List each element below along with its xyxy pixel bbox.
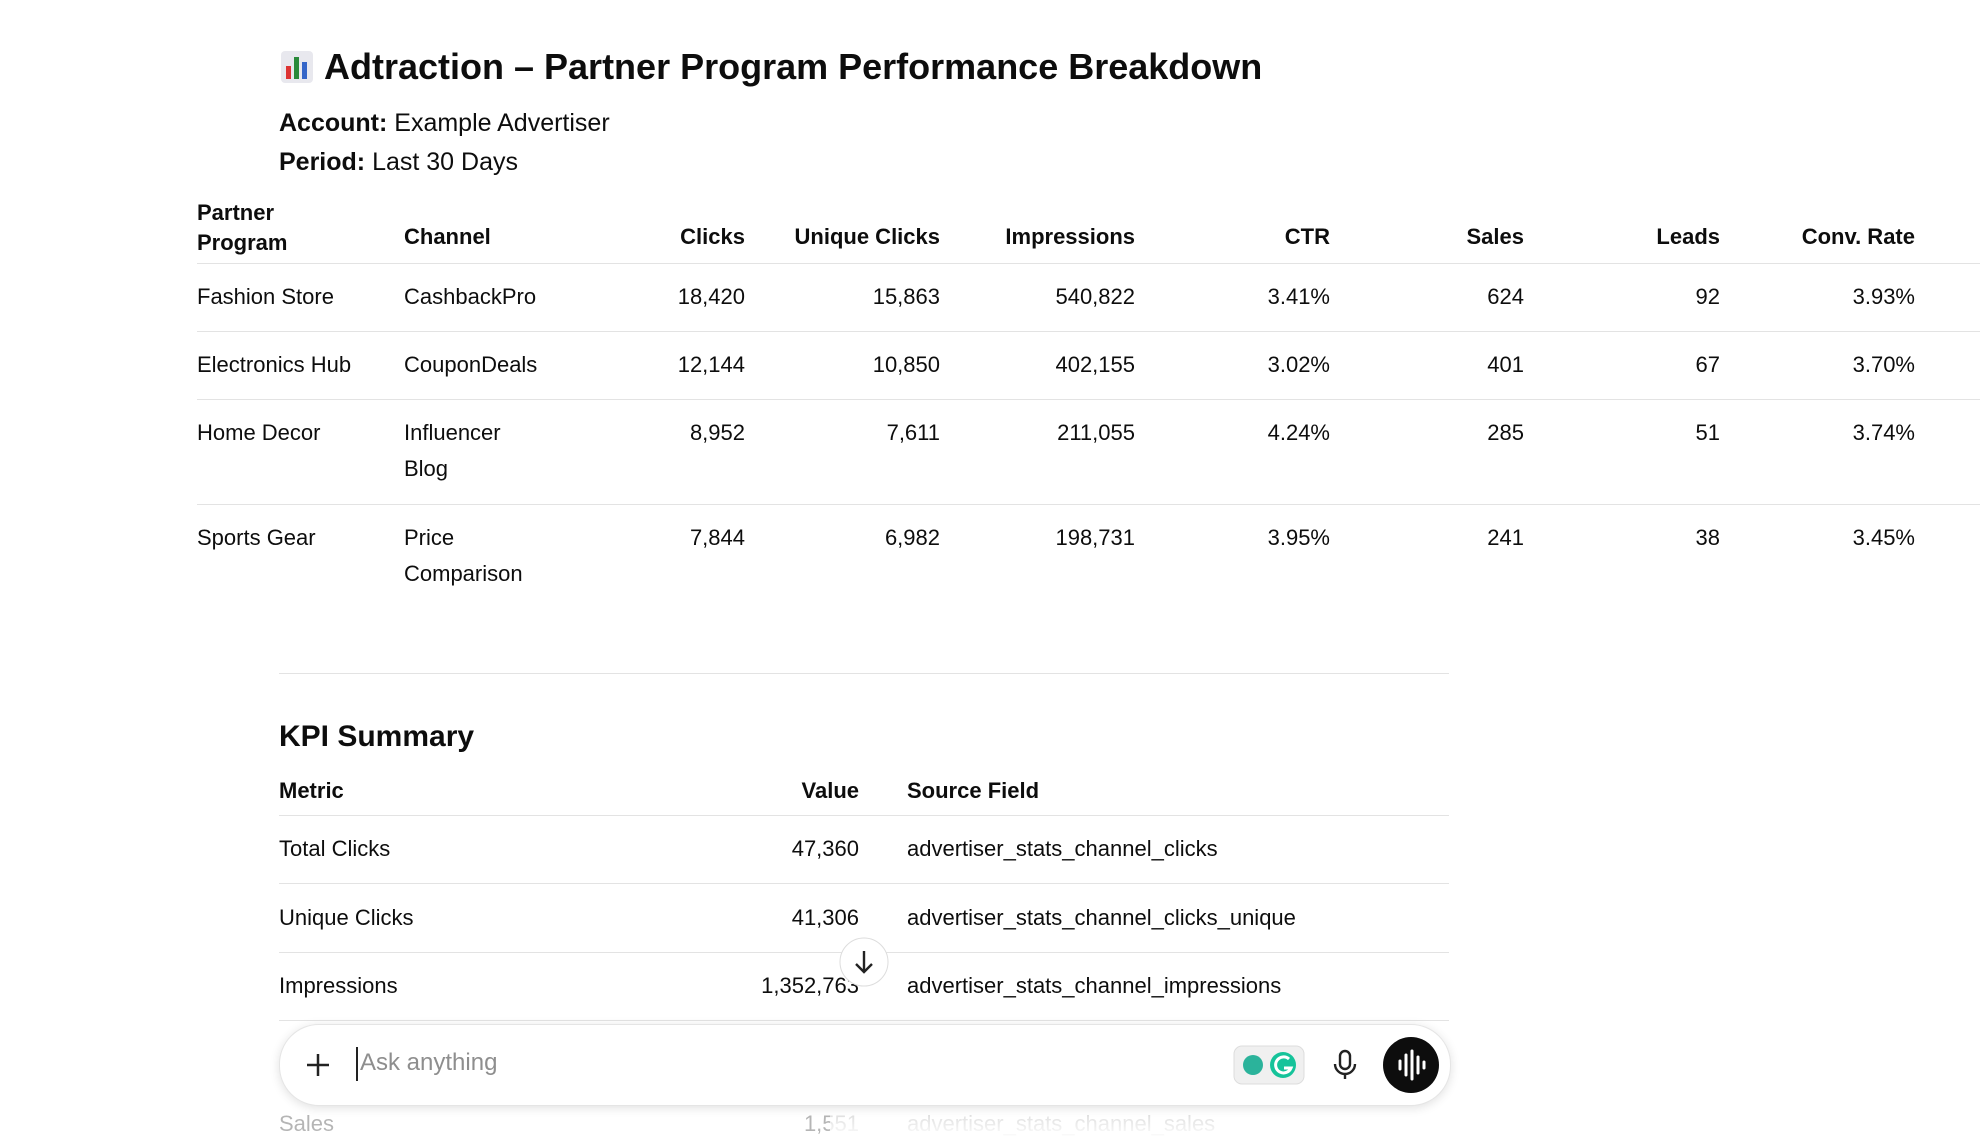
- title: Adtraction – Partner Program Performance…: [324, 46, 1263, 87]
- column-header: Sales: [1466, 224, 1525, 249]
- table-cell: Electronics Hub: [197, 352, 352, 377]
- label: Period:: [279, 148, 366, 176]
- table-cell: 7,844: [689, 525, 745, 550]
- column-header: Impressions: [1005, 224, 1135, 249]
- kpi-cell: 1,551: [659, 1106, 859, 1142]
- table-cell: 4.24%: [1267, 420, 1330, 445]
- label: Account:: [279, 109, 388, 137]
- table-cell: 15,863: [872, 284, 940, 309]
- kpi-cell: 41,306: [791, 905, 859, 930]
- kpi-cell: Unique Clicks: [279, 905, 414, 930]
- table-cell: 241: [1487, 525, 1524, 550]
- row-divider: [197, 263, 1980, 264]
- table-cell: 6,982: [884, 525, 940, 550]
- table-cell: Sports Gear: [197, 525, 316, 550]
- table-cell: 3.93%: [1852, 284, 1915, 309]
- table-cell: 3.70%: [1852, 352, 1915, 377]
- table-cell: CouponDeals: [404, 352, 538, 377]
- table-cell: 285: [1487, 420, 1524, 445]
- column-header: CTR: [1284, 224, 1330, 249]
- table-cell: Price Comparison: [404, 525, 523, 586]
- value: Example Advertiser: [394, 109, 610, 137]
- extension-icons[interactable]: [1233, 1045, 1305, 1085]
- kpi-cell: 1,352,763: [761, 973, 859, 998]
- period: Period: Last 30 Days: [279, 148, 518, 177]
- composer: Ask anything: [279, 1024, 1451, 1106]
- table-cell: 3.02%: [1267, 352, 1330, 377]
- column-header: Clicks: [680, 224, 745, 249]
- kpi-cell: Impressions: [279, 973, 398, 998]
- table-cell: 8,952: [689, 420, 745, 445]
- table-cell: 624: [1487, 284, 1524, 309]
- caret: [356, 1047, 358, 1081]
- kpi-cell: 47,360: [791, 836, 859, 861]
- table-cell: 3.95%: [1267, 525, 1330, 550]
- row-divider: [279, 815, 1449, 816]
- column-header: Conv. Rate: [1801, 224, 1915, 249]
- kpi-cell: advertiser_stats_channel_impressions: [907, 973, 1282, 998]
- table-cell: 7,611: [886, 420, 940, 445]
- table-cell: 3.74%: [1852, 420, 1915, 445]
- row-divider: [279, 1020, 1449, 1021]
- table-cell: 92: [1695, 284, 1720, 309]
- account: Account: Example Advertiser: [279, 109, 610, 138]
- table-cell: Fashion Store: [197, 284, 334, 309]
- table-cell: 12,144: [677, 352, 745, 377]
- kpi-header: Value: [801, 778, 859, 803]
- kpi-title: KPI Summary: [279, 720, 475, 753]
- row-divider: [197, 399, 1980, 400]
- table-cell: 211,055: [1057, 420, 1135, 445]
- value: Last 30 Days: [372, 148, 518, 176]
- plus-button[interactable]: [304, 1051, 332, 1079]
- scroll-down-button[interactable]: [838, 936, 890, 988]
- column-header: Unique Clicks: [794, 224, 940, 249]
- table-cell: 10,850: [872, 352, 940, 377]
- table-cell: Influencer Blog: [404, 420, 501, 481]
- kpi-cell: advertiser_stats_channel_clicks: [907, 836, 1218, 861]
- kpi-cell: advertiser_stats_channel_clicks_unique: [907, 905, 1296, 930]
- table-cell: 3.45%: [1852, 525, 1915, 550]
- table-cell: 38: [1695, 525, 1720, 550]
- table-cell: Home Decor: [197, 420, 321, 445]
- row-divider: [197, 331, 1980, 332]
- table-cell: 401: [1487, 352, 1524, 377]
- row-divider: [197, 504, 1980, 505]
- input[interactable]: Ask anything: [360, 1049, 498, 1076]
- column-header: Partner Program: [197, 200, 288, 255]
- voice-button[interactable]: [1382, 1036, 1440, 1094]
- table-cell: 198,731: [1055, 525, 1135, 550]
- table-cell: 18,420: [677, 284, 745, 309]
- table-cell: 67: [1695, 352, 1720, 377]
- kpi-header: Source Field: [907, 778, 1040, 803]
- kpi-cell: Total Clicks: [279, 836, 391, 861]
- table-cell: 51: [1695, 420, 1720, 445]
- table-cell: 540,822: [1055, 284, 1135, 309]
- table-cell: 402,155: [1055, 352, 1135, 377]
- mic-button[interactable]: [1330, 1049, 1360, 1081]
- table-cell: CashbackPro: [404, 284, 537, 309]
- kpi-header: Metric: [279, 778, 344, 803]
- row-divider: [279, 883, 1449, 884]
- chart-emoji: [281, 51, 313, 83]
- kpi-cell: Sales: [279, 1111, 335, 1136]
- column-header: Leads: [1656, 224, 1720, 249]
- divider: [279, 673, 1449, 674]
- column-header: Channel: [404, 224, 491, 249]
- table-cell: 3.41%: [1267, 284, 1330, 309]
